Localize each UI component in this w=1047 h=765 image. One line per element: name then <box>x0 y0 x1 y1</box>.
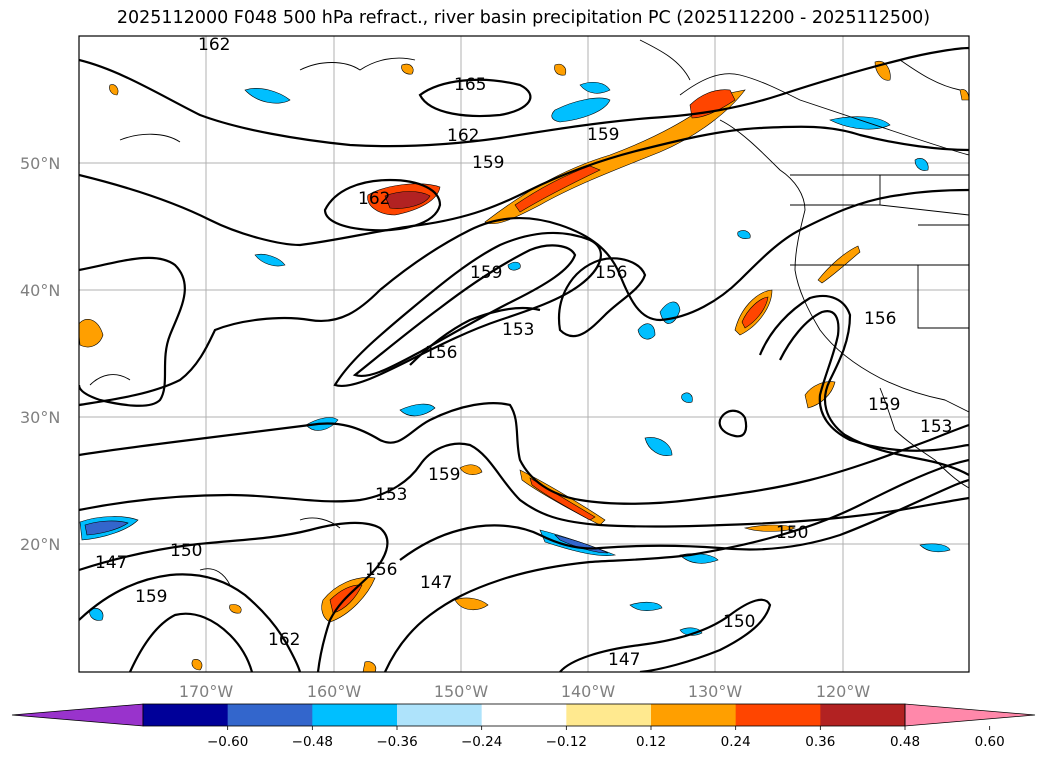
contour-label: 153 <box>920 417 952 437</box>
colorbar-extend-high <box>904 703 1036 727</box>
lon-label: 160°W <box>307 682 362 701</box>
contour-label: 153 <box>502 320 534 340</box>
lon-label: 140°W <box>561 682 616 701</box>
colorbar-tick-label: 0.24 <box>721 734 751 750</box>
contour-label: 162 <box>198 35 230 55</box>
contour-label: 156 <box>864 309 896 329</box>
colorbar-tick-label: −0.36 <box>376 734 417 750</box>
map-border <box>78 35 970 673</box>
contour-label: 156 <box>365 560 397 580</box>
contour-labels: 162 165 162 159 162 159 156 153 156 159 … <box>95 35 952 670</box>
colorbar-extend-low <box>11 703 144 727</box>
colorbar-tick-label: 0.60 <box>975 734 1005 750</box>
lon-label: 150°W <box>434 682 489 701</box>
lat-label: 30°N <box>20 408 60 427</box>
contour-label: 165 <box>454 75 486 95</box>
colorbar: −0.60 −0.48 −0.36 −0.24 −0.12 0.12 0.24 0.36 0.4… <box>11 703 1036 750</box>
contour-label: 156 <box>595 263 627 283</box>
map-title: 2025112000 F048 500 hPa refract., river … <box>116 8 931 28</box>
colorbar-tick-label: 0.12 <box>636 734 666 750</box>
negative-precip-shading <box>79 81 951 636</box>
contour-label: 162 <box>268 630 300 650</box>
contour-label: 159 <box>135 587 167 607</box>
colorbar-segment <box>735 704 821 726</box>
colorbar-tick-label: −0.60 <box>207 734 248 750</box>
contour-label: 153 <box>375 485 407 505</box>
colorbar-segment <box>143 704 229 726</box>
lat-label: 40°N <box>20 281 60 300</box>
contour-label: 159 <box>470 263 502 283</box>
colorbar-tick-label: −0.12 <box>546 734 587 750</box>
coastlines <box>89 39 969 586</box>
contour-label: 159 <box>868 395 900 415</box>
contour-label: 159 <box>428 465 460 485</box>
lat-label: 20°N <box>20 535 60 554</box>
latitude-labels: 50°N 40°N 30°N 20°N <box>20 154 60 554</box>
contour-label: 159 <box>587 125 619 145</box>
contour-label: 150 <box>776 523 808 543</box>
colorbar-tick-label: −0.24 <box>461 734 502 750</box>
longitude-labels: 170°W 160°W 150°W 140°W 130°W 120°W <box>179 682 871 701</box>
lon-label: 120°W <box>816 682 871 701</box>
colorbar-segment <box>651 704 737 726</box>
contour-label: 147 <box>95 553 127 573</box>
colorbar-segment <box>481 704 567 726</box>
lon-label: 130°W <box>688 682 743 701</box>
colorbar-tick-label: −0.48 <box>292 734 333 750</box>
colorbar-tick-label: 0.48 <box>890 734 920 750</box>
contour-label: 150 <box>170 541 202 561</box>
colorbar-segment <box>820 704 906 726</box>
contour-label: 147 <box>608 650 640 670</box>
contour-label: 147 <box>420 573 452 593</box>
colorbar-segment <box>566 704 652 726</box>
colorbar-border <box>142 703 906 727</box>
refractivity-contours <box>79 46 969 672</box>
colorbar-segment <box>397 704 483 726</box>
colorbar-tick-label: 0.36 <box>805 734 835 750</box>
contour-label: 162 <box>447 126 479 146</box>
lat-label: 50°N <box>20 154 60 173</box>
colorbar-segment <box>312 704 398 726</box>
contour-label: 159 <box>472 153 504 173</box>
contour-label: 156 <box>425 343 457 363</box>
lon-label: 170°W <box>179 682 234 701</box>
map-background <box>79 36 969 672</box>
contour-label: 162 <box>358 189 390 209</box>
contour-label: 150 <box>723 612 755 632</box>
colorbar-segment <box>227 704 313 726</box>
